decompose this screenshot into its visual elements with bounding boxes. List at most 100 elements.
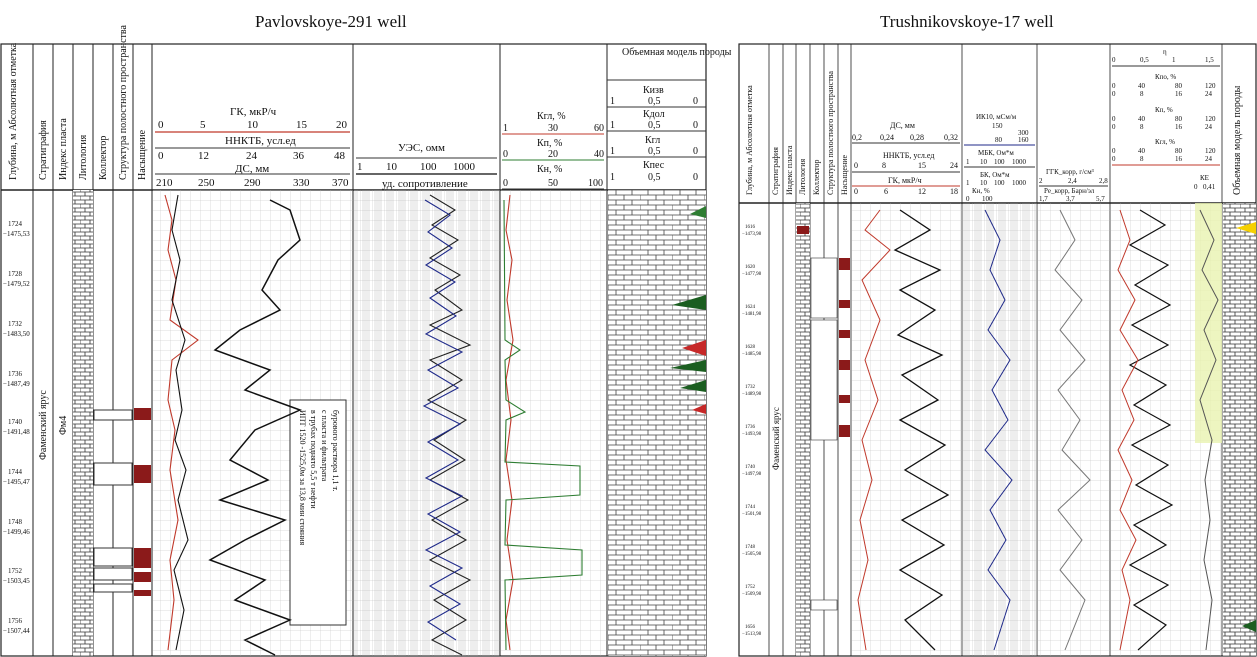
svg-text:0: 0 bbox=[1112, 155, 1116, 163]
svg-text:Кпо, %: Кпо, % bbox=[1155, 73, 1176, 81]
svg-text:−1495,47: −1495,47 bbox=[3, 478, 30, 486]
svg-text:−1513,98: −1513,98 bbox=[742, 632, 762, 637]
svg-text:Индекс пласта: Индекс пласта bbox=[785, 145, 794, 195]
svg-text:−1483,50: −1483,50 bbox=[3, 330, 30, 338]
svg-text:−1475,53: −1475,53 bbox=[3, 230, 30, 238]
svg-text:10: 10 bbox=[980, 179, 988, 187]
svg-text:3,7: 3,7 bbox=[1066, 195, 1075, 203]
svg-text:120: 120 bbox=[1205, 82, 1216, 90]
volume-model-title: Объемная модель породы bbox=[622, 47, 732, 58]
svg-text:0: 0 bbox=[1112, 115, 1116, 123]
svg-text:60: 60 bbox=[594, 123, 604, 134]
svg-text:1620: 1620 bbox=[745, 265, 756, 270]
left-lithology-column bbox=[73, 190, 93, 656]
svg-text:0,5: 0,5 bbox=[648, 96, 661, 107]
right-volume-marker bbox=[1242, 620, 1256, 632]
svg-text:Кн, %: Кн, % bbox=[972, 187, 990, 195]
left-ues-blue bbox=[422, 199, 464, 641]
svg-text:КЕ: КЕ bbox=[1200, 174, 1209, 182]
svg-text:1752: 1752 bbox=[8, 567, 23, 575]
svg-text:1724: 1724 bbox=[8, 220, 23, 228]
svg-text:1740: 1740 bbox=[745, 465, 756, 470]
right-collector-intervals bbox=[797, 226, 850, 611]
saturation-header: Насыщение bbox=[137, 129, 148, 180]
svg-text:40: 40 bbox=[1138, 115, 1146, 123]
left-ues-black bbox=[426, 194, 472, 656]
svg-text:МБК, Ом*м: МБК, Ом*м bbox=[978, 149, 1014, 157]
svg-text:210: 210 bbox=[156, 177, 173, 189]
right-panel-title: Trushnikovskoye-17 well bbox=[880, 12, 1054, 31]
ds-label: ДС, мм bbox=[235, 163, 269, 175]
kgl-label: Кгл, % bbox=[537, 111, 566, 122]
svg-text:1000: 1000 bbox=[453, 161, 476, 173]
svg-text:1744: 1744 bbox=[8, 468, 23, 476]
svg-text:Литология: Литология bbox=[798, 158, 807, 195]
svg-text:16: 16 bbox=[1175, 155, 1183, 163]
svg-text:15: 15 bbox=[296, 119, 308, 131]
svg-text:50: 50 bbox=[548, 178, 558, 189]
svg-text:8: 8 bbox=[1140, 123, 1144, 131]
left-volume-model-column bbox=[608, 190, 706, 656]
svg-text:330: 330 bbox=[293, 177, 310, 189]
pore-structure-header: Структура полостного пространства bbox=[118, 25, 129, 180]
svg-text:0: 0 bbox=[693, 146, 698, 157]
svg-text:0: 0 bbox=[693, 96, 698, 107]
svg-text:0: 0 bbox=[1112, 147, 1116, 155]
svg-text:1740: 1740 bbox=[8, 418, 23, 426]
svg-text:24: 24 bbox=[950, 161, 958, 170]
svg-text:100: 100 bbox=[588, 178, 603, 189]
svg-text:ИПТ 1520 -1525,0м за 13,8 мин: ИПТ 1520 -1525,0м за 13,8 мин стояния bbox=[298, 410, 307, 546]
svg-text:0: 0 bbox=[1112, 82, 1116, 90]
svg-text:ННКТБ, усл.ед: ННКТБ, усл.ед bbox=[883, 151, 934, 160]
left-index-label: Фм4 bbox=[58, 416, 69, 435]
svg-text:24: 24 bbox=[1205, 123, 1213, 131]
svg-text:0,32: 0,32 bbox=[944, 133, 958, 142]
svg-text:−1507,44: −1507,44 bbox=[3, 627, 30, 635]
svg-text:0: 0 bbox=[966, 195, 970, 203]
svg-text:1: 1 bbox=[357, 161, 363, 173]
left-kp-curve bbox=[503, 199, 583, 651]
svg-text:−1485,98: −1485,98 bbox=[742, 352, 762, 357]
svg-text:0,5: 0,5 bbox=[1140, 56, 1149, 64]
svg-text:290: 290 bbox=[244, 177, 261, 189]
lithology-header: Литология bbox=[78, 134, 89, 180]
svg-text:2,8: 2,8 bbox=[1099, 177, 1108, 185]
svg-text:1,7: 1,7 bbox=[1039, 195, 1048, 203]
left-collector-intervals bbox=[93, 408, 151, 596]
svg-text:бурового раствора 1,1 т.: бурового раствора 1,1 т. bbox=[331, 410, 340, 491]
left-log-panel: Глубина, м Абсолютная отметка Стратиграф… bbox=[0, 25, 732, 657]
svg-text:0: 0 bbox=[503, 178, 508, 189]
svg-text:40: 40 bbox=[594, 149, 604, 160]
svg-text:100: 100 bbox=[982, 195, 993, 203]
svg-text:1756: 1756 bbox=[8, 617, 23, 625]
svg-text:1736: 1736 bbox=[8, 370, 23, 378]
svg-text:1000: 1000 bbox=[1012, 158, 1027, 166]
svg-text:0,24: 0,24 bbox=[880, 133, 894, 142]
svg-text:1728: 1728 bbox=[8, 270, 23, 278]
svg-text:5,7: 5,7 bbox=[1096, 195, 1105, 203]
svg-text:Насыщение: Насыщение bbox=[840, 154, 849, 195]
svg-text:1000: 1000 bbox=[1012, 179, 1027, 187]
svg-text:1: 1 bbox=[610, 96, 615, 107]
index-header: Индекс пласта bbox=[58, 118, 69, 180]
svg-text:16: 16 bbox=[1175, 123, 1183, 131]
svg-text:1732: 1732 bbox=[8, 320, 23, 328]
svg-text:80: 80 bbox=[1175, 115, 1183, 123]
svg-text:Глубина, м Абсолютная отметка: Глубина, м Абсолютная отметка bbox=[745, 85, 754, 195]
ues-footer: уд. сопротивление bbox=[382, 178, 468, 190]
svg-text:370: 370 bbox=[332, 177, 349, 189]
svg-text:0,28: 0,28 bbox=[910, 133, 924, 142]
gk-label: ГК, мкР/ч bbox=[230, 106, 277, 118]
svg-text:100: 100 bbox=[994, 179, 1005, 187]
svg-text:ДС, мм: ДС, мм bbox=[890, 121, 915, 130]
svg-text:120: 120 bbox=[1205, 147, 1216, 155]
depth-header: Глубина, м Абсолютная отметка bbox=[8, 42, 19, 180]
svg-text:8: 8 bbox=[882, 161, 886, 170]
svg-text:12: 12 bbox=[918, 187, 926, 196]
svg-text:−1491,48: −1491,48 bbox=[3, 428, 30, 436]
kp-label: Кп, % bbox=[537, 138, 562, 149]
kn-label: Кн, % bbox=[537, 164, 562, 175]
left-depth-scale: 1724 −1475,53 1728 −1479,52 1732 −1483,50 1… bbox=[3, 220, 30, 635]
svg-text:−1489,98: −1489,98 bbox=[742, 392, 762, 397]
svg-text:24: 24 bbox=[1205, 155, 1213, 163]
